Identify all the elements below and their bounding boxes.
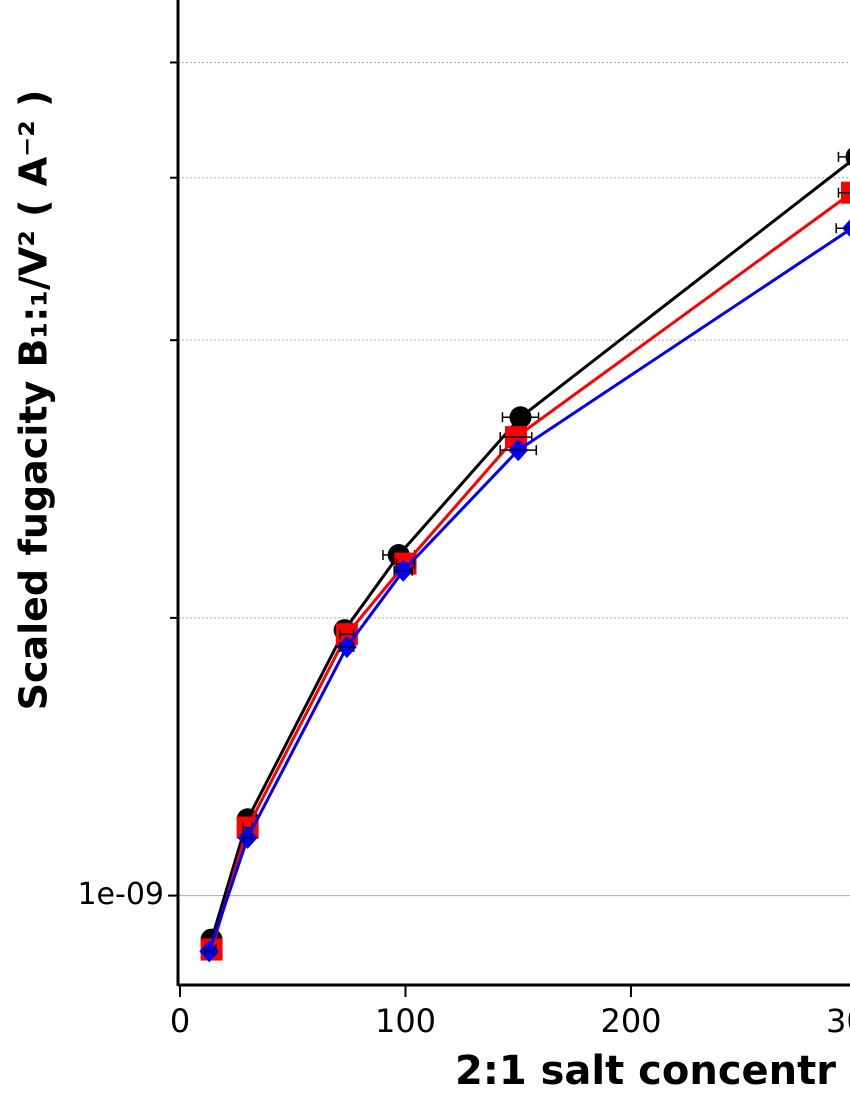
error-bar bbox=[837, 187, 850, 198]
error-bar bbox=[393, 565, 414, 576]
error-bar bbox=[837, 151, 850, 162]
error-bar bbox=[835, 223, 850, 234]
error-bar bbox=[339, 641, 355, 652]
error-bar bbox=[499, 445, 538, 456]
y-tick-label: 1e-09 bbox=[77, 877, 164, 912]
error-bar bbox=[204, 946, 215, 957]
x-tick-label: 100 bbox=[375, 1002, 436, 1040]
x-tick-label: 0 bbox=[170, 1002, 190, 1040]
series-line bbox=[210, 192, 850, 950]
series-line bbox=[210, 160, 850, 941]
x-axis-label: 2:1 salt concentr bbox=[455, 1048, 836, 1094]
y-axis-label: Scaled fugacity B₁:₁/V² ( A⁻² ) bbox=[12, 90, 56, 711]
series-line bbox=[207, 227, 850, 952]
x-tick-label: 300 bbox=[826, 1002, 850, 1040]
error-bar bbox=[242, 832, 253, 843]
x-tick-label: 200 bbox=[600, 1002, 661, 1040]
